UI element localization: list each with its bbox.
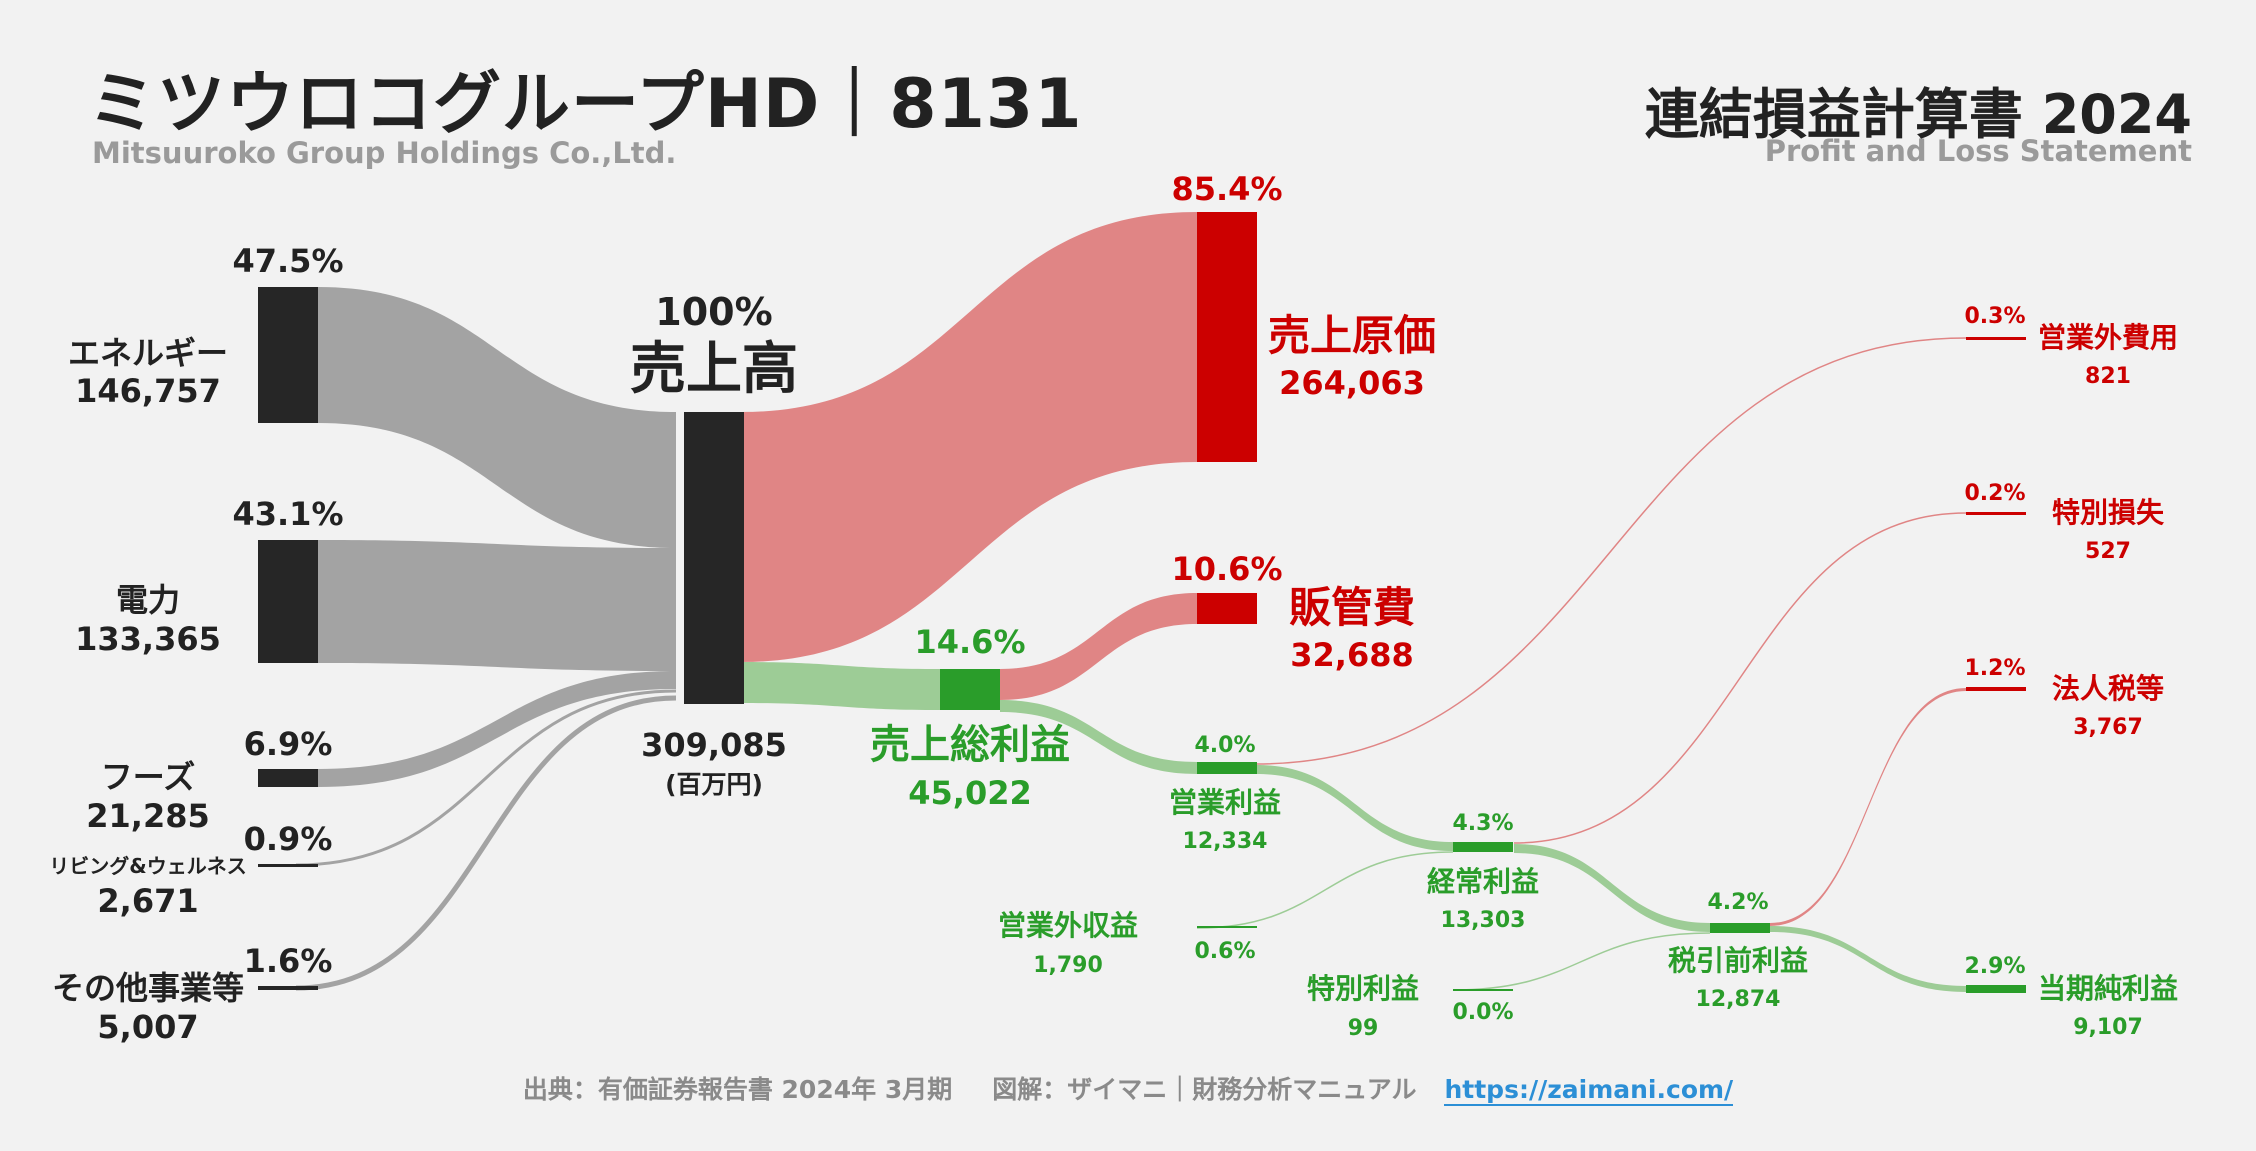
segment-name-2: フーズ	[101, 758, 195, 796]
pretax-income-value: 12,874	[1696, 987, 1781, 1012]
cost-of-sales-pct: 85.4%	[1171, 170, 1282, 208]
flow-cost-of-sales	[742, 212, 1197, 662]
segment-value-3: 2,671	[97, 882, 198, 920]
pretax-income-name: 税引前利益	[1668, 944, 1808, 977]
footer-credit: 図解：ザイマニ｜財務分析マニュアル	[992, 1075, 1417, 1104]
segment-pct-1: 43.1%	[232, 495, 343, 533]
node-net-income	[1966, 985, 2026, 993]
segment-value-0: 146,757	[75, 372, 221, 410]
company-subtitle: Mitsuuroko Group Holdings Co.,Ltd.	[92, 136, 677, 170]
flow-extraordinary-loss	[1513, 512, 1967, 844]
node-power	[258, 540, 318, 663]
statement-title: 連結損益計算書 2024	[1644, 83, 2192, 146]
revenue-value: 309,085	[641, 726, 787, 764]
ordinary-income-name: 経常利益	[1427, 865, 1539, 898]
footer-link[interactable]: https://zaimani.com/	[1444, 1075, 1734, 1106]
flow-other	[295, 695, 677, 991]
segment-name-0: エネルギー	[68, 334, 228, 372]
flow-non-op-income	[1196, 851, 1454, 929]
node-ordinary-income	[1453, 842, 1513, 852]
segment-pct-0: 47.5%	[232, 242, 343, 280]
flow-power	[318, 540, 676, 671]
node-extraordinary-loss	[1966, 512, 2026, 515]
flow-sga	[1000, 593, 1197, 700]
extraordinary-gain-name: 特別利益	[1307, 972, 1419, 1005]
footer-source: 出典：有価証券報告書 2024年 3月期	[522, 1075, 953, 1104]
pretax-income-pct: 4.2%	[1707, 890, 1768, 915]
segment-value-2: 21,285	[86, 797, 209, 835]
node-non-op-expense	[1966, 337, 2026, 340]
flow-extraordinary-gain	[1452, 932, 1711, 991]
footer: 出典：有価証券報告書 2024年 3月期 図解：ザイマニ｜財務分析マニュアル htt…	[0, 1070, 2256, 1106]
flow-living	[295, 689, 677, 867]
node-sga	[1197, 593, 1257, 624]
non-op-income-name: 営業外収益	[998, 909, 1138, 942]
operating-income-value: 12,334	[1183, 829, 1268, 854]
income-tax-name: 法人税等	[2052, 672, 2164, 705]
flow-income-tax	[1770, 688, 1966, 926]
net-income-pct: 2.9%	[1964, 954, 2025, 979]
flow-ordinary-to-pretax	[1514, 844, 1710, 932]
extraordinary-loss-pct: 0.2%	[1964, 481, 2025, 506]
ordinary-income-value: 13,303	[1441, 908, 1526, 933]
cost-of-sales-name: 売上原価	[1268, 311, 1436, 360]
extraordinary-gain-pct: 0.0%	[1452, 1000, 1513, 1025]
income-tax-value: 3,767	[2073, 715, 2143, 740]
flow-op-to-ordinary	[1256, 765, 1453, 851]
node-living	[258, 864, 318, 867]
gross-profit-pct: 14.6%	[914, 623, 1025, 661]
sga-name: 販管費	[1289, 583, 1415, 632]
segment-name-3: リビング&ウェルネス	[49, 854, 246, 878]
flow-operating-income	[1000, 700, 1197, 774]
node-income-tax	[1966, 687, 2026, 691]
segment-pct-4: 1.6%	[244, 942, 333, 980]
statement-subtitle: Profit and Loss Statement	[1764, 134, 2192, 168]
non-op-expense-value: 821	[2085, 364, 2131, 389]
node-energy	[258, 287, 318, 423]
gross-profit-value: 45,022	[908, 774, 1031, 812]
segment-pct-3: 0.9%	[244, 820, 333, 858]
node-cost-of-sales	[1197, 212, 1257, 462]
extraordinary-loss-value: 527	[2085, 539, 2131, 564]
operating-income-name: 営業利益	[1169, 786, 1281, 819]
net-income-value: 9,107	[2073, 1015, 2143, 1040]
extraordinary-gain-value: 99	[1348, 1016, 1379, 1041]
segment-name-1: 電力	[116, 581, 180, 619]
revenue-name: 売上高	[630, 337, 798, 402]
unit-label: (百万円)	[665, 770, 763, 799]
gross-profit-name: 売上総利益	[870, 722, 1070, 768]
non-op-income-value: 1,790	[1033, 953, 1103, 978]
node-operating-income	[1197, 762, 1257, 774]
flow-net-income	[1770, 926, 1966, 992]
cost-of-sales-value: 264,063	[1279, 364, 1425, 402]
flow-non-op-expense	[1255, 337, 1967, 765]
non-op-income-pct: 0.6%	[1194, 939, 1255, 964]
net-income-name: 当期純利益	[2038, 972, 2178, 1005]
segment-pct-2: 6.9%	[244, 725, 333, 763]
sga-pct: 10.6%	[1171, 550, 1282, 588]
node-gross-profit	[940, 669, 1000, 710]
operating-income-pct: 4.0%	[1194, 733, 1255, 758]
non-op-expense-name: 営業外費用	[2038, 321, 2178, 354]
flow-energy	[318, 287, 676, 548]
ordinary-income-pct: 4.3%	[1452, 811, 1513, 836]
flow-gross-profit	[742, 662, 940, 710]
node-revenue	[684, 412, 744, 704]
node-foods	[258, 769, 318, 787]
sga-value: 32,688	[1290, 636, 1413, 674]
node-other	[258, 986, 318, 990]
segment-name-4: その他事業等	[52, 969, 244, 1007]
extraordinary-loss-name: 特別損失	[2052, 496, 2165, 529]
segment-value-1: 133,365	[75, 620, 221, 658]
non-op-expense-pct: 0.3%	[1964, 304, 2025, 329]
node-pretax-income	[1710, 923, 1770, 933]
segment-value-4: 5,007	[97, 1008, 198, 1046]
company-title: ミツウロコグループHD｜8131	[88, 65, 1083, 144]
revenue-pct: 100%	[655, 290, 772, 334]
flow-foods	[318, 671, 676, 787]
income-tax-pct: 1.2%	[1964, 656, 2025, 681]
